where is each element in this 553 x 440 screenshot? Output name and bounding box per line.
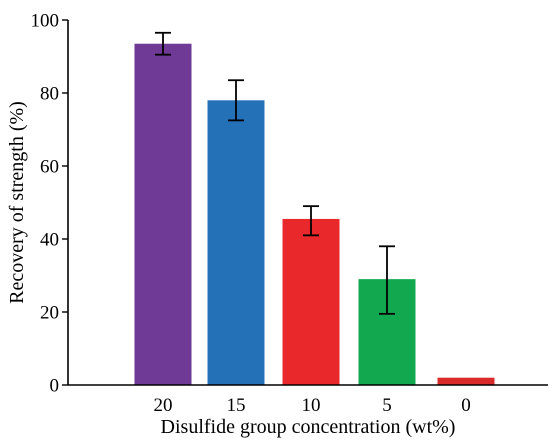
- x-tick-label: 20: [154, 395, 173, 416]
- y-tick-label: 100: [31, 11, 60, 32]
- x-tick-label: 0: [461, 395, 471, 416]
- bar-20: [134, 43, 192, 385]
- y-tick-label: 0: [50, 376, 60, 397]
- x-axis: 20 15 10 5 0: [68, 384, 548, 416]
- x-tick-label: 10: [302, 395, 321, 416]
- error-bar-15: [228, 79, 244, 122]
- bars: [134, 43, 495, 386]
- error-bar-10: [303, 205, 319, 237]
- error-bar-20: [155, 31, 171, 56]
- y-tick-label: 20: [40, 303, 59, 324]
- error-bars: [155, 31, 395, 315]
- y-axis: 0 20 40 60 80 100: [31, 11, 69, 397]
- x-axis-label: Disulfide group concentration (wt%): [161, 416, 456, 438]
- bar-0: [437, 377, 495, 385]
- x-tick-label: 15: [227, 395, 246, 416]
- y-tick-label: 80: [40, 84, 59, 105]
- y-tick-label: 40: [40, 230, 59, 251]
- x-tick-label: 5: [382, 395, 392, 416]
- y-tick-label: 60: [40, 157, 59, 178]
- bar-15: [207, 100, 265, 386]
- bar-10: [282, 218, 340, 385]
- error-bar-5: [379, 245, 395, 315]
- y-axis-label: Recovery of strength (%): [6, 101, 28, 304]
